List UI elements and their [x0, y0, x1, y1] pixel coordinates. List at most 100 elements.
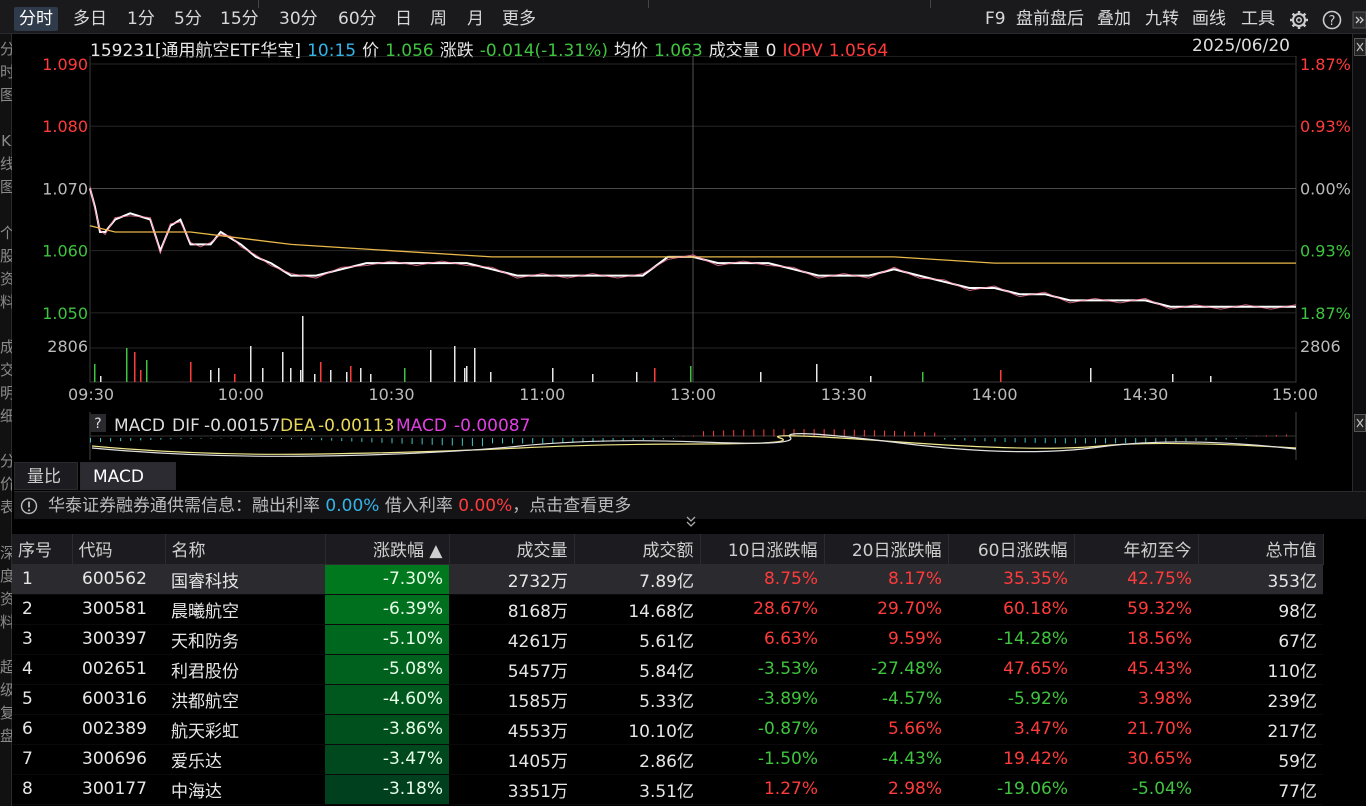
sidebar-item-price-table[interactable]: 分价表 [0, 452, 12, 516]
macd-bar [1265, 435, 1267, 437]
macd-bar [552, 438, 554, 444]
collapse-panel-icon[interactable] [1352, 10, 1366, 30]
row-volume: 4553万 [449, 714, 574, 745]
table-row[interactable]: 3 300397 天和防务 -5.10% 4261万 5.61亿 6.63% 9.59% -14… [12, 624, 1323, 655]
notice-suffix[interactable]: ，点击查看更多 [512, 496, 632, 516]
col-20d-change[interactable]: 20日涨跌幅 [824, 534, 949, 565]
row-ytd: 30.65% [1074, 744, 1198, 775]
question-icon[interactable]: ? [1322, 10, 1342, 30]
sidebar-item-kline[interactable]: K线图 [0, 132, 12, 196]
tab-day[interactable]: 日 [395, 9, 412, 29]
lend-rate: 0.00% [325, 496, 380, 516]
tab-volume-ratio[interactable]: 量比 [14, 462, 78, 490]
macd-help-icon[interactable]: ? [94, 416, 101, 432]
macd-bar [1034, 438, 1036, 443]
volume-bar [464, 368, 466, 382]
sidebar-item-depth[interactable]: 深度资料 [0, 544, 12, 631]
col-code[interactable]: 代码 [72, 534, 166, 565]
volume-bar [922, 372, 924, 382]
sidebar-item-replay[interactable]: 超级复盘 [0, 658, 12, 745]
macd-bar [883, 430, 885, 437]
col-volume[interactable]: 成交量 [449, 534, 575, 565]
table-row[interactable]: 7 300696 爱乐达 -3.47% 1405万 2.86亿 -1.50% -4.43% 19… [12, 744, 1323, 775]
volume-bar [454, 346, 456, 382]
row-index: 2 [12, 594, 72, 625]
col-index[interactable]: 序号 [12, 534, 73, 565]
tab-macd[interactable]: MACD [80, 462, 176, 490]
macd-bar [391, 438, 393, 444]
y-tick-label-pct: 0.93% [1300, 242, 1351, 261]
tab-15min[interactable]: 15分 [220, 9, 259, 29]
period-toolbar: 分时 多日 1分 5分 15分 30分 60分 日 周 月 更多 F9 盘前盘后… [0, 0, 1366, 34]
table-row[interactable]: 8 300177 中海达 -3.18% 3351万 3.51亿 1.27% 2.98% -19.… [12, 774, 1323, 805]
col-turnover[interactable]: 成交额 [574, 534, 701, 565]
macd-bar [210, 438, 212, 439]
col-60d-change[interactable]: 60日涨跌幅 [948, 534, 1075, 565]
macd-bar [1225, 438, 1227, 440]
volume-bar [100, 376, 102, 382]
table-row[interactable]: 6 002389 航天彩虹 -3.86% 4553万 10.10亿 -0.87% 5.66% 3… [12, 714, 1323, 745]
sidebar-item-profile[interactable]: 个股资料 [0, 224, 12, 311]
macd-bar [1064, 438, 1066, 444]
volume-bar [370, 374, 372, 382]
y-tick-label-pct: 0.00% [1300, 179, 1351, 198]
row-60d: 3.47% [948, 714, 1074, 745]
overlay-button[interactable]: 叠加 [1097, 9, 1131, 29]
tab-month[interactable]: 月 [467, 9, 484, 29]
tab-30min[interactable]: 30分 [279, 9, 318, 29]
tab-week[interactable]: 周 [430, 9, 447, 29]
table-row[interactable]: 1 600562 国睿科技 -7.30% 2732万 7.89亿 8.75% 8.17% 35.… [12, 564, 1323, 595]
col-10d-change[interactable]: 10日涨跌幅 [700, 534, 825, 565]
macd-bar [1205, 438, 1207, 441]
macd-bar [753, 429, 755, 437]
iopv-line [89, 186, 1297, 310]
draw-line-button[interactable]: 画线 [1192, 9, 1226, 29]
tab-5min[interactable]: 5分 [174, 9, 202, 29]
macd-bar [371, 438, 373, 443]
macd-bar [783, 429, 785, 437]
macd-panel[interactable]: ? MACD DIF -0.00157 DEA -0.00113 MACD -0… [0, 412, 1352, 460]
row-60d: 60.18% [948, 594, 1074, 625]
f9-button[interactable]: F9 [985, 9, 1006, 29]
macd-bar [823, 429, 825, 437]
macd-value: -0.00087 [454, 416, 530, 436]
tab-60min[interactable]: 60分 [338, 9, 377, 29]
expand-icon[interactable] [1354, 414, 1366, 432]
dif-label: DIF [172, 416, 200, 436]
margin-notice-bar[interactable]: 华泰证券融券通供需信息：融出利率 0.00% 借入利率 0.00%，点击查看更多 [14, 491, 1366, 519]
nine-turn-button[interactable]: 九转 [1145, 9, 1179, 29]
volume-bar [302, 316, 304, 382]
table-row[interactable]: 2 300581 晨曦航空 -6.39% 8168万 14.68亿 28.67% 29.70%… [12, 594, 1323, 625]
table-row[interactable]: 4 002651 利君股份 -5.08% 5457万 5.84亿 -3.53% -27.48%… [12, 654, 1323, 685]
chevron-down-icon[interactable] [684, 516, 698, 528]
macd-bar [1044, 438, 1046, 444]
intraday-chart[interactable]: 1.090 1.080 1.070 1.060 1.050 1.87% 0.93% 0.00… [0, 56, 1352, 408]
tab-1min[interactable]: 1分 [127, 9, 155, 29]
macd-bar [873, 430, 875, 437]
tools-button[interactable]: 工具 [1241, 9, 1275, 29]
volume-bar [282, 352, 284, 382]
col-change-pct[interactable]: 涨跌幅 ▲ [325, 534, 450, 565]
toolbar-divider [258, 0, 259, 8]
sidebar-item-trades[interactable]: 成交明细 [0, 338, 12, 425]
gear-icon[interactable] [1289, 10, 1309, 30]
macd-bar [562, 438, 564, 443]
table-row[interactable]: 5 600316 洪都航空 -4.60% 1585万 5.33亿 -3.89% -4.57% -… [12, 684, 1323, 715]
x-tick-label: 14:00 [971, 385, 1017, 404]
macd-help-button[interactable] [90, 414, 106, 432]
volume-bar [146, 360, 148, 382]
col-market-cap[interactable]: 总市值 [1198, 534, 1324, 565]
tab-multi-day[interactable]: 多日 [73, 9, 107, 29]
sidebar-item-intraday[interactable]: 分时图 [0, 40, 12, 104]
row-turnover: 5.84亿 [574, 654, 700, 685]
macd-bar [130, 438, 132, 441]
tab-more[interactable]: 更多 [502, 9, 536, 29]
row-volume: 1405万 [449, 744, 574, 775]
expand-icon[interactable] [1354, 38, 1366, 56]
col-name[interactable]: 名称 [165, 534, 326, 565]
pre-post-market-button[interactable]: 盘前盘后 [1016, 9, 1084, 29]
macd-bar [622, 438, 624, 442]
col-ytd[interactable]: 年初至今 [1074, 534, 1199, 565]
macd-bar [200, 438, 202, 439]
tab-intraday[interactable]: 分时 [14, 7, 58, 31]
